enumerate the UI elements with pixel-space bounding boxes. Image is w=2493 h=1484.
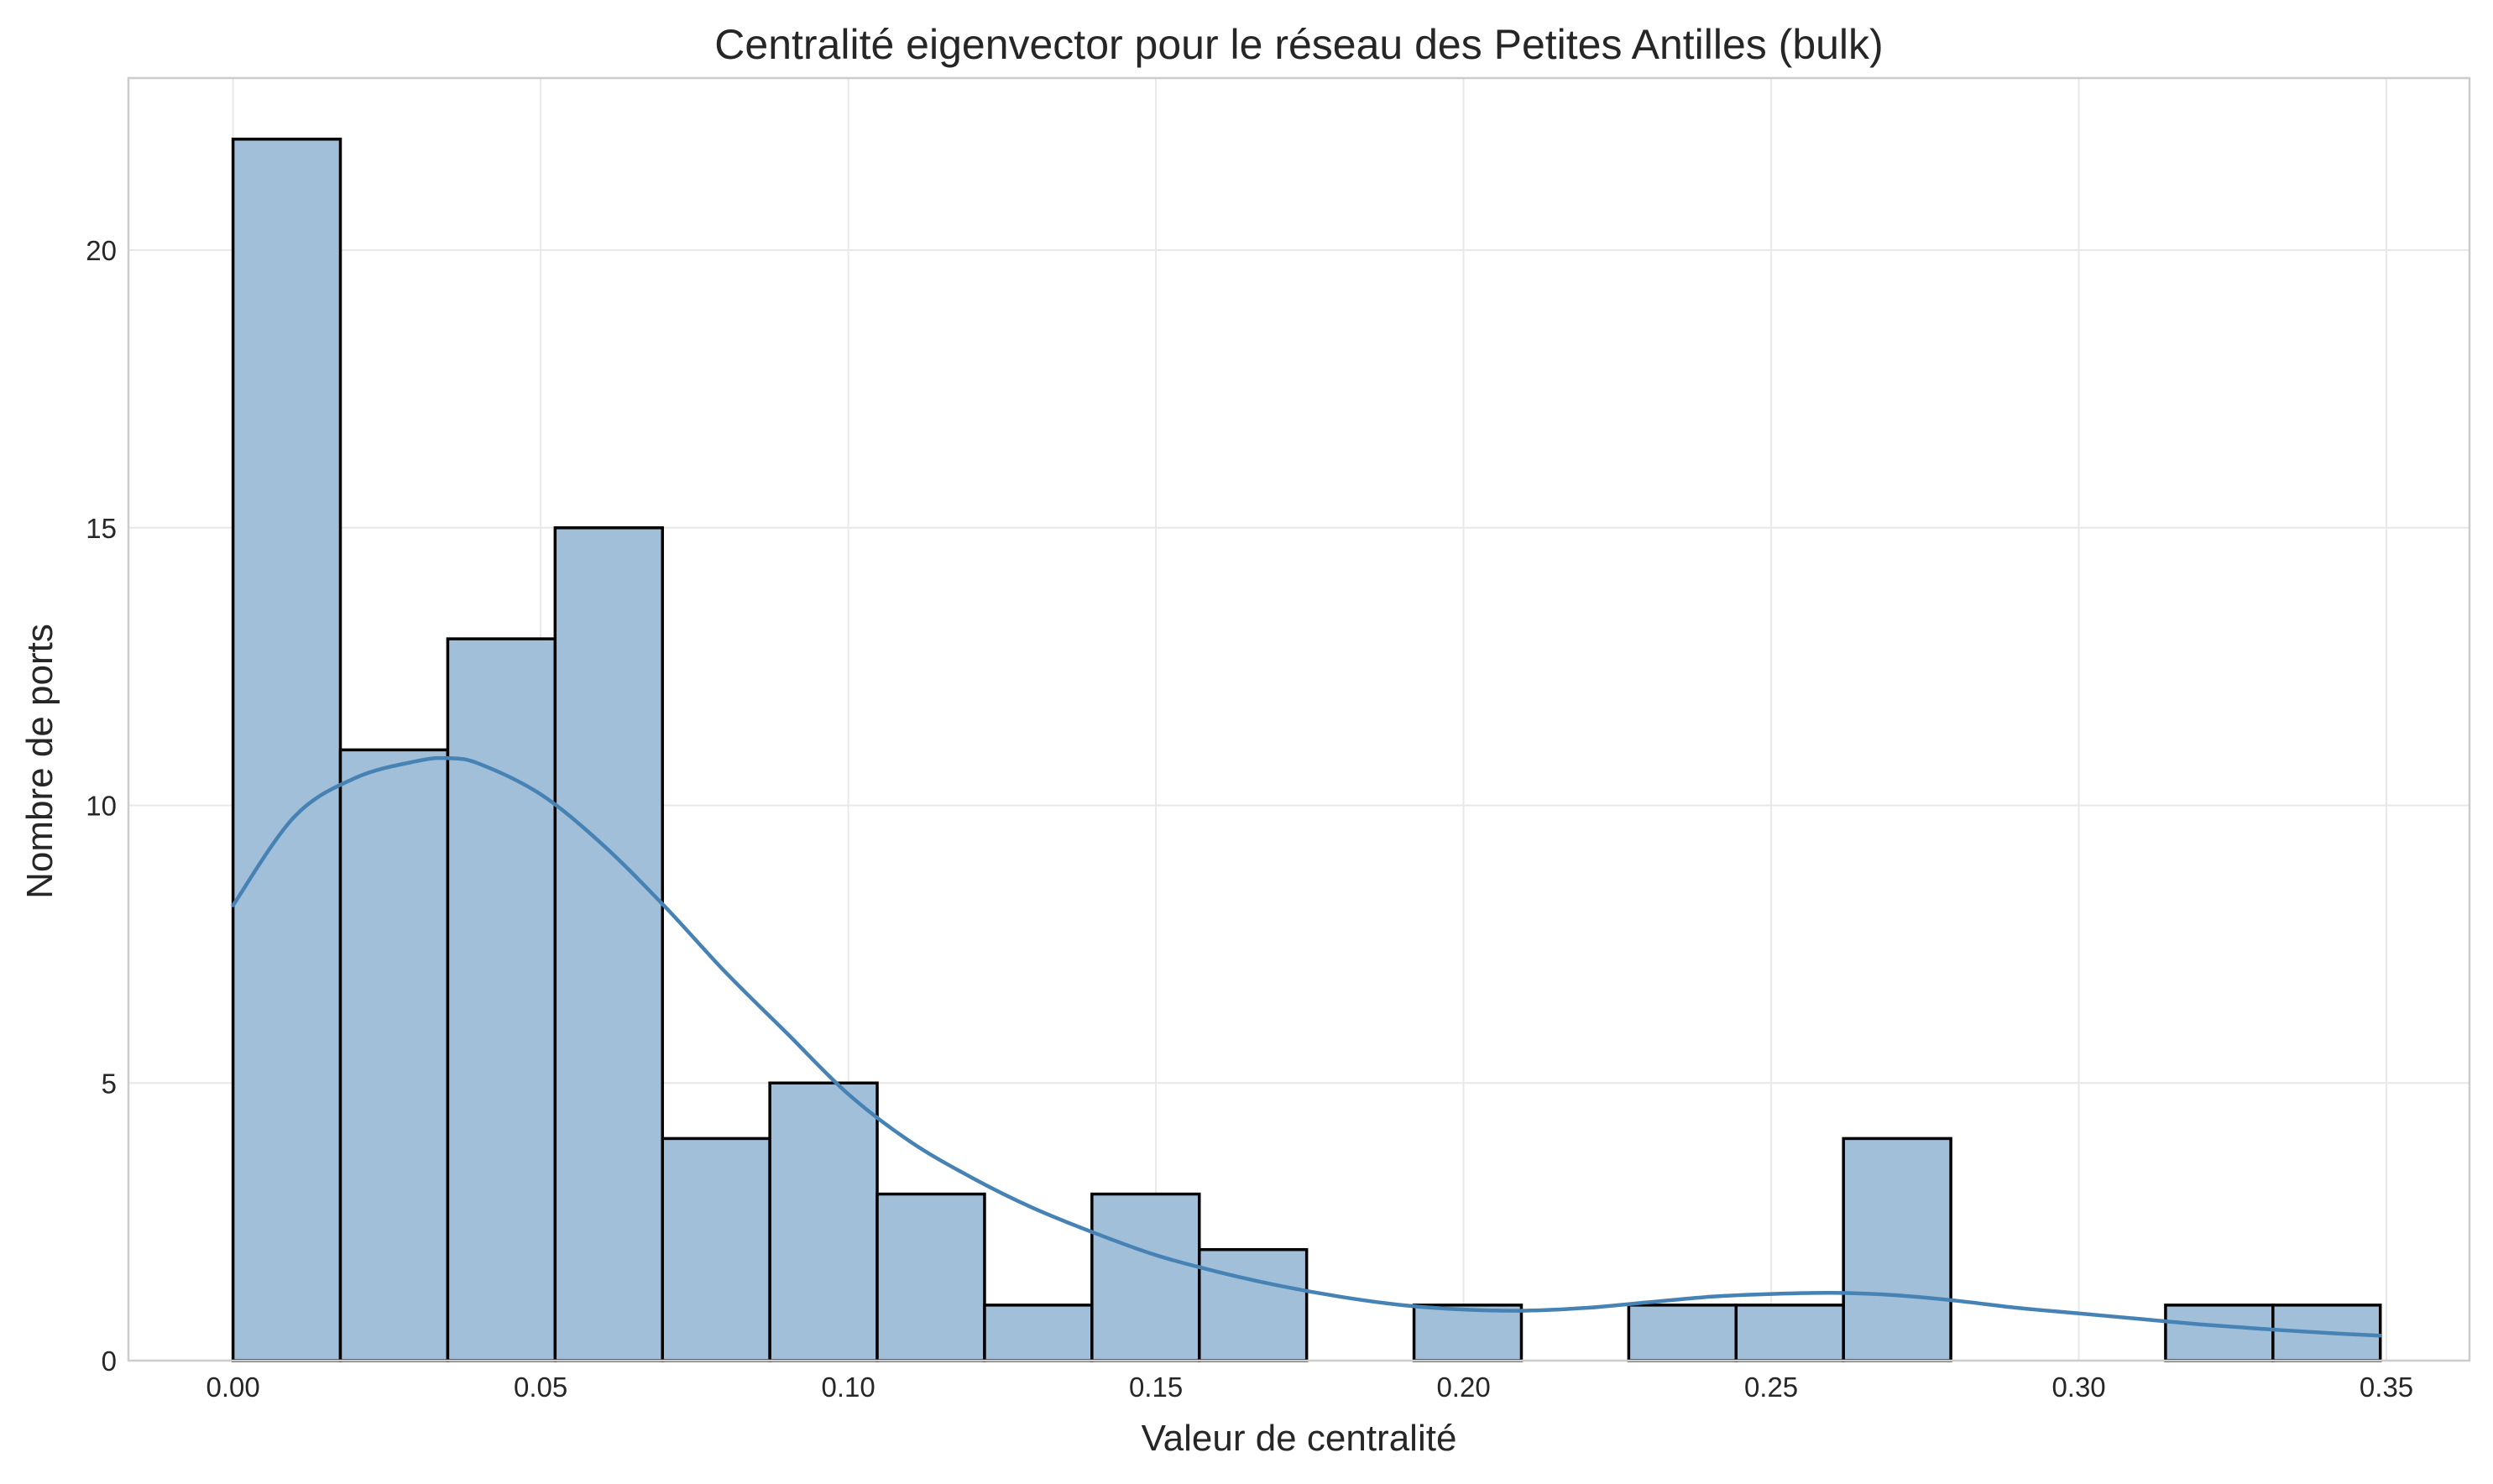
y-tick-label: 10 <box>86 791 117 822</box>
chart-title: Centralité eigenvector pour le réseau de… <box>714 21 1883 68</box>
y-tick-label: 15 <box>86 513 117 544</box>
histogram-bar <box>338 748 450 1362</box>
histogram-bar <box>768 1081 879 1362</box>
x-tick-label: 0.05 <box>514 1372 567 1403</box>
x-tick-label: 0.00 <box>206 1372 259 1403</box>
histogram-bar <box>661 1137 771 1362</box>
histogram-bar <box>1842 1137 1952 1362</box>
histogram-bar <box>231 138 342 1362</box>
y-tick-label: 20 <box>86 235 117 266</box>
histogram-bar <box>1734 1304 1845 1362</box>
histogram-bar <box>1090 1192 1201 1362</box>
kde-curve <box>231 755 2382 1338</box>
x-axis-label: Valeur de centralité <box>1142 1418 1457 1459</box>
histogram-bar <box>553 526 664 1362</box>
y-tick-label: 5 <box>102 1068 117 1099</box>
x-tick-labels: 0.00 0.05 0.10 0.15 0.20 0.25 0.30 0.35 <box>206 1372 2413 1403</box>
kde-curve-group <box>231 755 2382 1338</box>
x-tick-label: 0.10 <box>821 1372 875 1403</box>
x-tick-label: 0.20 <box>1436 1372 1490 1403</box>
x-tick-label: 0.30 <box>2051 1372 2105 1403</box>
y-tick-labels: 0 5 10 15 20 <box>86 235 117 1377</box>
histogram-bars <box>231 138 2382 1362</box>
histogram-bar <box>1412 1304 1524 1362</box>
y-tick-label: 0 <box>102 1346 117 1377</box>
histogram-bar <box>1627 1304 1738 1362</box>
histogram-bar <box>875 1192 986 1362</box>
histogram-bar <box>2164 1304 2275 1362</box>
histogram-bar <box>983 1304 1094 1362</box>
y-axis-label: Nombre de ports <box>19 624 60 899</box>
x-tick-label: 0.15 <box>1129 1372 1183 1403</box>
x-tick-label: 0.35 <box>2360 1372 2413 1403</box>
axes-frame <box>127 76 2471 1362</box>
histogram-bar <box>446 637 557 1362</box>
histogram-bar <box>1198 1247 1309 1362</box>
x-tick-label: 0.25 <box>1744 1372 1798 1403</box>
